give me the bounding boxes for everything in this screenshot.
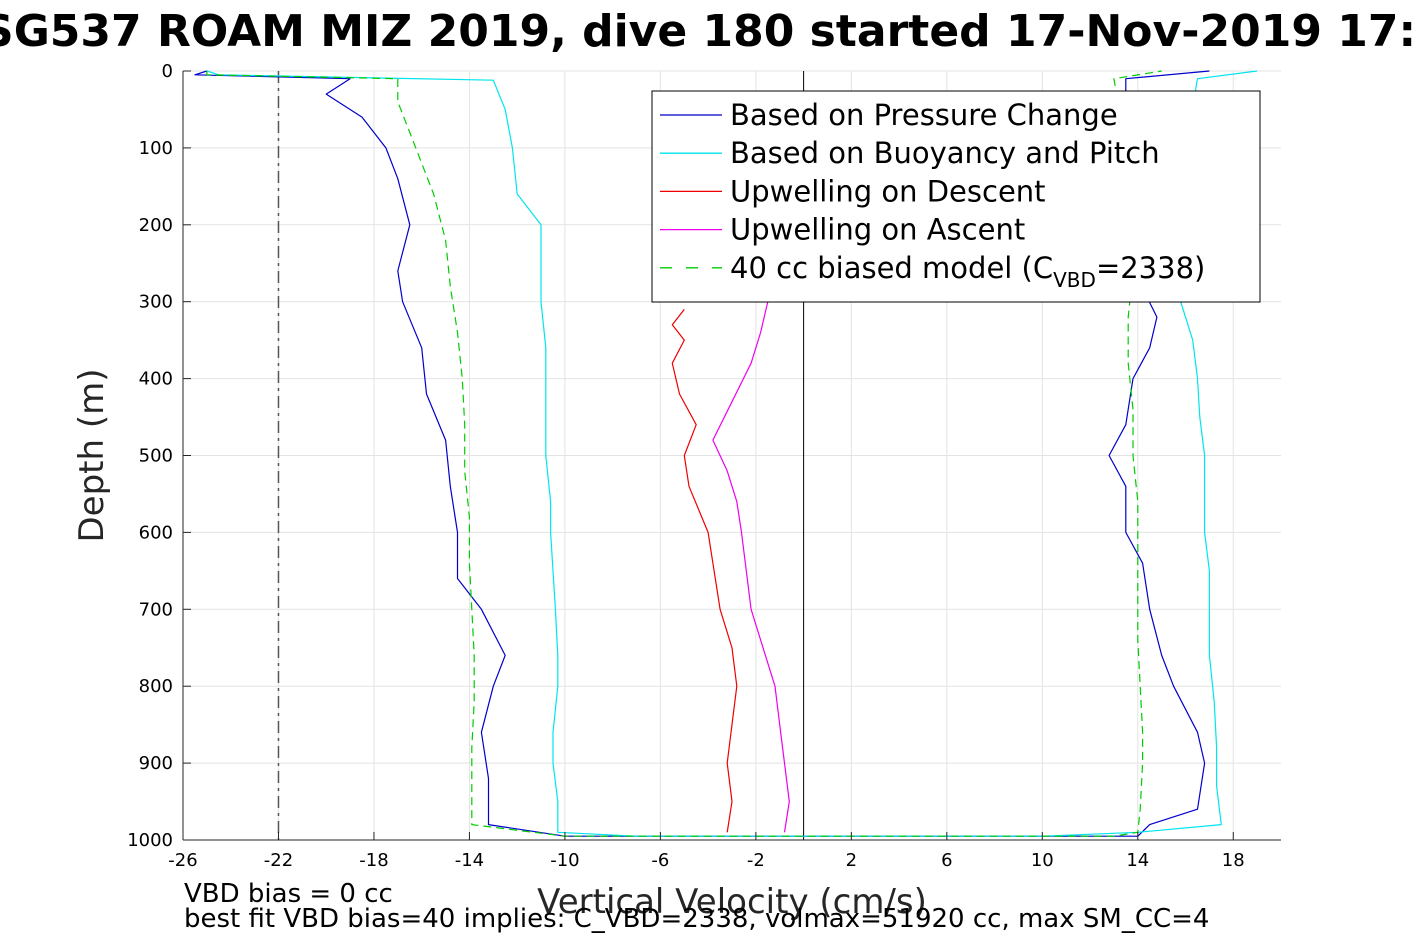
series-line [671,309,738,833]
legend-entry-label: Upwelling on Ascent [730,213,1025,247]
y-tick-label: 0 [162,61,173,82]
x-tick-label: 14 [1126,850,1149,871]
x-tick-labels: -26 -22 -18 -14 -10 -6 -2 2 6 10 14 18 [168,850,1244,871]
y-axis-label: Depth (m) [72,368,112,542]
x-tick-label: -18 [359,850,388,871]
legend-entry-label: Based on Buoyancy and Pitch [730,136,1160,170]
axes [182,70,1281,841]
y-tick-label: 400 [139,369,173,390]
legend: Based on Pressure Change Based on Buoyanc… [651,90,1261,303]
x-tick-label: -2 [747,850,765,871]
legend-entry-label: Based on Pressure Change [730,98,1118,132]
legend-entry-label: Upwelling on Descent [730,174,1046,208]
x-tick-label: 18 [1222,850,1245,871]
footnote-best-fit: best fit VBD bias=40 implies: C_VBD=2338… [184,904,1209,934]
x-tick-label: 10 [1031,850,1054,871]
x-tick-label: -6 [651,850,669,871]
footnote-vbd-bias: VBD bias = 0 cc [184,879,393,909]
y-tick-label: 1000 [127,830,173,851]
y-tick-label: 700 [139,599,173,620]
y-tick-labels: 0 100 200 300 400 500 600 700 800 900 1000 [127,61,173,851]
x-tick-label: 6 [941,850,952,871]
x-tick-label: -10 [550,850,579,871]
x-tick-label: -14 [455,850,484,871]
y-tick-label: 300 [139,292,173,313]
legend-box [651,90,1261,303]
series-lines [194,70,1258,837]
chart-title: SG537 ROAM MIZ 2019, dive 180 started 17… [0,6,1417,57]
x-tick-label: -22 [264,850,293,871]
y-tick-label: 600 [139,522,173,543]
series-line [206,70,1162,837]
y-tick-label: 500 [139,446,173,467]
series-line [194,70,1210,837]
series-line [206,70,1258,837]
y-tick-label: 100 [139,138,173,159]
x-tick-label: -26 [168,850,197,871]
y-tick-label: 200 [139,215,173,236]
x-axis-label: Vertical Velocity (cm/s) [537,882,927,922]
x-tick-label: 2 [846,850,857,871]
y-tick-label: 800 [139,676,173,697]
y-tick-label: 900 [139,753,173,774]
series-line [712,301,790,833]
legend-entry-label: 40 cc biased model (CVBD=2338) [730,251,1205,292]
